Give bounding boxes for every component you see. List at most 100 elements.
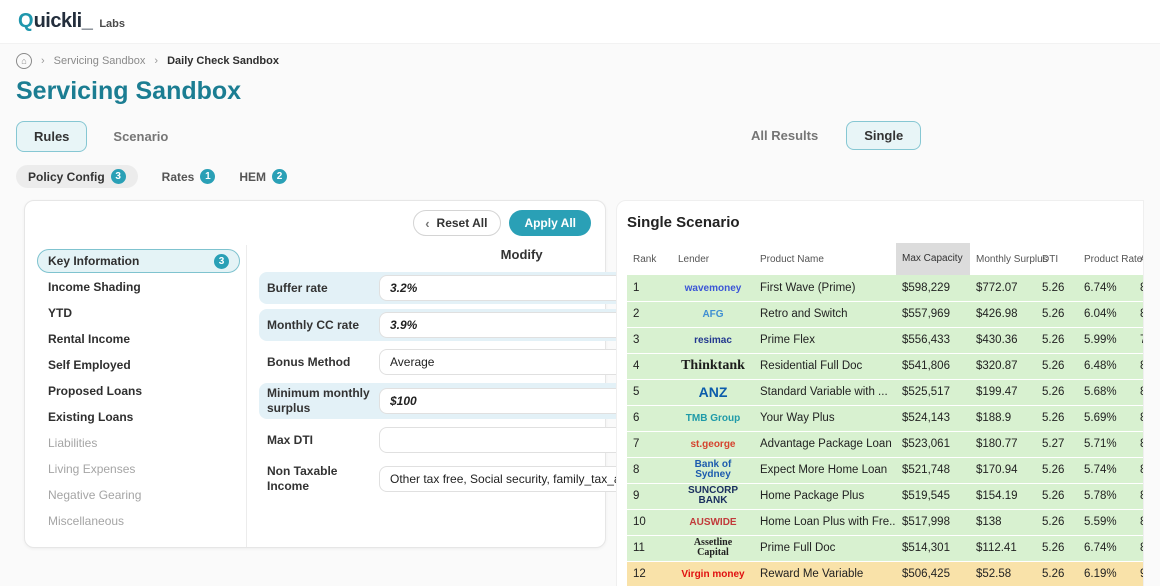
lender-logo: ANZ [698, 383, 728, 400]
dti-cell: 5.26 [1036, 483, 1078, 510]
count-badge: 1 [200, 169, 216, 184]
lender-logo: AUSWIDE [689, 516, 737, 528]
tab-scenario[interactable]: Scenario [113, 129, 169, 144]
col-lender[interactable]: Lender [678, 253, 710, 265]
surplus-cell: $199.47 [970, 379, 1036, 406]
sidebar-item-miscellaneous[interactable]: Miscellaneous [37, 509, 240, 533]
results-body: 1 wavemoney First Wave (Prime) $598,229 … [627, 275, 1143, 586]
lender-cell: wavemoney [672, 275, 754, 302]
sidebar-item-self-employed[interactable]: Self Employed [37, 353, 240, 377]
col-monthly-surplus[interactable]: Monthly Surplus [976, 253, 1048, 265]
product-cell: Reward Me Variable [754, 561, 896, 586]
sidebar-item-living-expenses[interactable]: Living Expenses [37, 457, 240, 481]
field-value: 3.2% [390, 281, 418, 295]
sidebar-item-label: Miscellaneous [48, 514, 125, 528]
dti-cell: 5.26 [1036, 301, 1078, 328]
assess-cell: 8.59% [1134, 509, 1143, 536]
table-row[interactable]: 9 SUNCORP BANK Home Package Plus $519,54… [627, 483, 1143, 510]
rate1-cell: 5.71% [1078, 431, 1134, 458]
table-row[interactable]: 10 AUSWIDE Home Loan Plus with Fre... $5… [627, 509, 1143, 536]
table-row[interactable]: 7 st.george Advantage Package Loan $523,… [627, 431, 1143, 458]
field-select[interactable]: Other tax free, Social security, family_… [379, 466, 663, 492]
table-row[interactable]: 11 Assetline Capital Prime Full Doc $514… [627, 535, 1143, 562]
rank-cell: 4 [627, 353, 672, 380]
table-row[interactable]: 8 Bank of Sydney Expect More Home Loan $… [627, 457, 1143, 484]
sidebar-item-label: Income Shading [48, 280, 141, 294]
surplus-cell: $180.77 [970, 431, 1036, 458]
sidebar-item-negative-gearing[interactable]: Negative Gearing [37, 483, 240, 507]
home-icon[interactable]: ⌂ [16, 53, 32, 69]
product-cell: Prime Flex [754, 327, 896, 354]
card-actions: ‹ Reset All Apply All [25, 210, 605, 245]
lender-cell: Bank of Sydney [672, 457, 754, 484]
reset-all-label: Reset All [436, 216, 488, 230]
lender-logo: st.george [690, 438, 736, 450]
sidebar-item-label: Self Employed [48, 358, 131, 372]
sidebar-item-income-shading[interactable]: Income Shading [37, 275, 240, 299]
sidebar-item-rental-income[interactable]: Rental Income [37, 327, 240, 351]
surplus-cell: $320.87 [970, 353, 1036, 380]
reset-all-button[interactable]: ‹ Reset All [413, 210, 502, 236]
tab-all-results[interactable]: All Results [751, 128, 819, 143]
subtab-policy-config[interactable]: Policy Config 3 [16, 165, 138, 188]
subtabs-row: Policy Config 3 Rates 1 HEM 2 [16, 165, 1144, 188]
field-row: Bonus Method Average ▾ [259, 346, 666, 378]
table-row[interactable]: 2 AFG Retro and Switch $557,969 $426.98 … [627, 301, 1143, 328]
rank-cell: 9 [627, 483, 672, 510]
rate1-cell: 6.74% [1078, 275, 1134, 302]
rank-cell: 2 [627, 301, 672, 328]
subtab-rates[interactable]: Rates 1 [162, 169, 216, 184]
field-label: Non Taxable Income [267, 464, 338, 493]
rate1-cell: 5.74% [1078, 457, 1134, 484]
col-product-rate-1[interactable]: Product Rate 1 [1084, 253, 1143, 265]
apply-all-button[interactable]: Apply All [509, 210, 591, 236]
rank-cell: 11 [627, 535, 672, 562]
rank-cell: 1 [627, 275, 672, 302]
product-cell: Advantage Package Loan [754, 431, 896, 458]
rate1-cell: 5.69% [1078, 405, 1134, 432]
lender-logo: Assetline Capital [693, 536, 733, 558]
table-row[interactable]: 5 ANZ Standard Variable with ... $525,51… [627, 379, 1143, 406]
sidebar-item-liabilities[interactable]: Liabilities [37, 431, 240, 455]
col-max-capacity[interactable]: Max Capacity [896, 243, 970, 275]
col-assess-rate[interactable]: Assess. Rate [1134, 243, 1143, 275]
sidebar-item-key-information[interactable]: Key Information 3 [37, 249, 240, 273]
col-product-name[interactable]: Product Name [760, 253, 824, 265]
lender-cell: AUSWIDE [672, 509, 754, 536]
subtab-hem[interactable]: HEM 2 [239, 169, 288, 184]
lender-logo: wavemoney [684, 282, 742, 294]
fields-list: Buffer rate 3.2% Revert Monthly CC rate … [259, 272, 667, 497]
tab-rules[interactable]: Rules [16, 121, 88, 152]
field-value: $100 [390, 394, 417, 408]
sidebar-item-existing-loans[interactable]: Existing Loans [37, 405, 240, 429]
col-dti[interactable]: DTI [1042, 253, 1059, 265]
product-cell: Home Package Plus [754, 483, 896, 510]
surplus-cell: $430.36 [970, 327, 1036, 354]
field-input[interactable] [379, 427, 663, 453]
table-row[interactable]: 6 TMB Group Your Way Plus $524,143 $188.… [627, 405, 1143, 432]
breadcrumb-servicing-sandbox[interactable]: Servicing Sandbox [53, 55, 146, 67]
sidebar-item-ytd[interactable]: YTD [37, 301, 240, 325]
col-rank[interactable]: Rank [633, 253, 657, 265]
surplus-cell: $772.07 [970, 275, 1036, 302]
dti-cell: 5.26 [1036, 509, 1078, 536]
assess-cell: 9.19% [1134, 561, 1143, 586]
tab-single[interactable]: Single [846, 121, 922, 150]
field-control [379, 427, 663, 453]
tabs-row: Rules Scenario All Results Single [16, 121, 1144, 152]
lender-cell: ANZ [672, 379, 754, 406]
assess-cell: 8.04% [1134, 301, 1143, 328]
field-label: Buffer rate [267, 280, 328, 295]
table-row[interactable]: 3 resimac Prime Flex $556,433 $430.36 5.… [627, 327, 1143, 354]
lender-logo: Virgin money [681, 568, 745, 580]
table-row[interactable]: 4 Thinktank Residential Full Doc $541,80… [627, 353, 1143, 380]
assess-cell: 7.99% [1134, 327, 1143, 354]
dti-cell: 5.26 [1036, 405, 1078, 432]
table-row[interactable]: 12 Virgin money Reward Me Variable $506,… [627, 561, 1143, 586]
sidebar-item-proposed-loans[interactable]: Proposed Loans [37, 379, 240, 403]
table-row[interactable]: 1 wavemoney First Wave (Prime) $598,229 … [627, 275, 1143, 302]
surplus-cell: $188.9 [970, 405, 1036, 432]
sidebar-item-label: Liabilities [48, 436, 98, 450]
